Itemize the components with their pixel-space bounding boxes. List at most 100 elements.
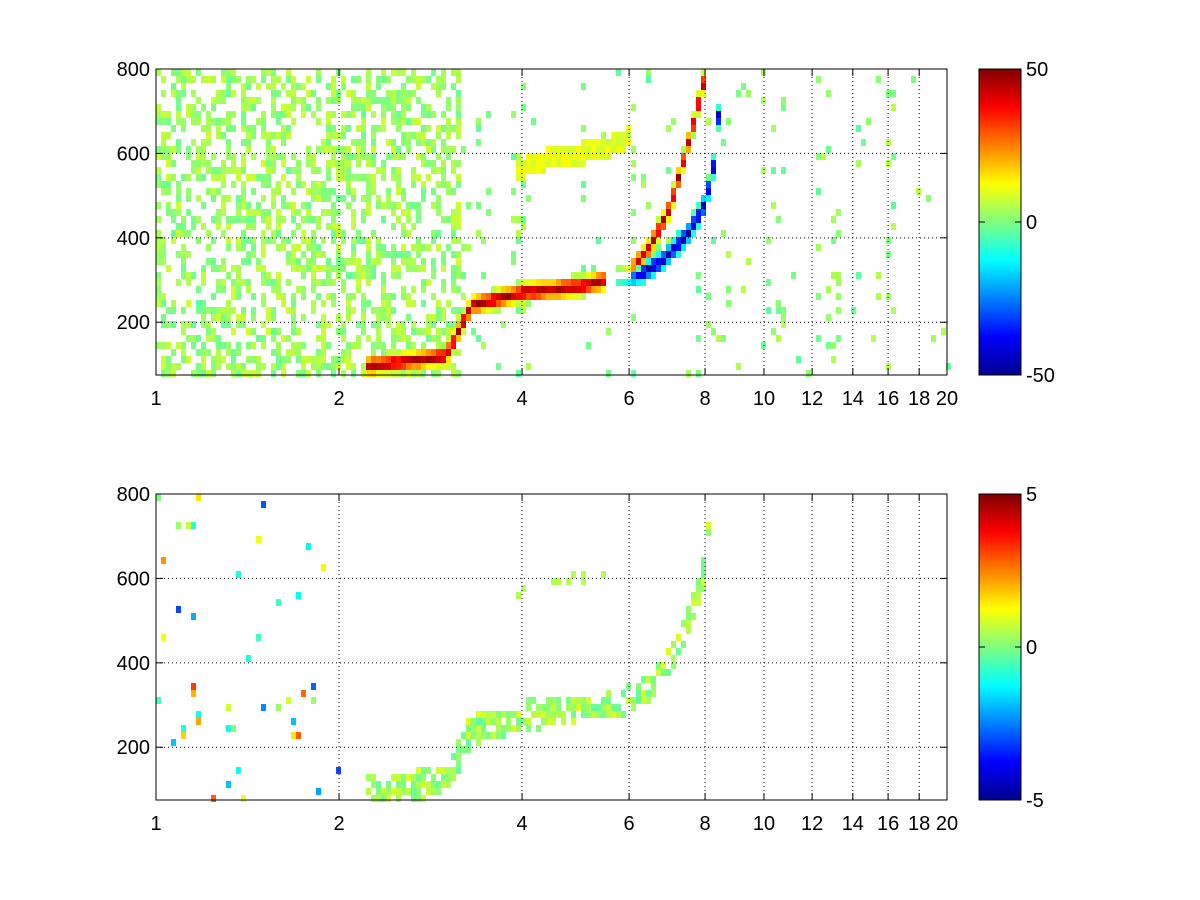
heatmap-cell (181, 725, 186, 732)
heatmap-cell (456, 237, 461, 244)
heatmap-cell (486, 209, 491, 216)
heatmap-cell (316, 321, 321, 328)
heatmap-cell (436, 125, 441, 132)
heatmap-cell (261, 251, 266, 258)
heatmap-cell (186, 522, 191, 529)
heatmap-cell (291, 251, 296, 258)
heatmap-cell (201, 279, 206, 286)
heatmap-cell (541, 718, 546, 725)
heatmap-cell (576, 153, 581, 160)
heatmap-cell (386, 188, 391, 195)
heatmap-cell (271, 167, 276, 174)
heatmap-cell (331, 279, 336, 286)
heatmap-cell (411, 132, 416, 139)
heatmap-cell (526, 160, 531, 167)
heatmap-cell (401, 356, 406, 363)
heatmap-cell (361, 132, 366, 139)
heatmap-cell (521, 174, 526, 181)
heatmap-cell (666, 167, 671, 174)
heatmap-cell (836, 335, 841, 342)
heatmap-cell (526, 286, 531, 293)
heatmap-cell (651, 230, 656, 237)
heatmap-cell (831, 356, 836, 363)
heatmap-cell (161, 90, 166, 97)
x-tick-label: 14 (842, 813, 864, 835)
heatmap-cell (276, 293, 281, 300)
heatmap-cell (406, 349, 411, 356)
heatmap-cell (446, 321, 451, 328)
heatmap-cell (171, 307, 176, 314)
heatmap-cell (461, 307, 466, 314)
heatmap-cell (771, 202, 776, 209)
heatmap-cell (391, 153, 396, 160)
heatmap-cell (401, 209, 406, 216)
heatmap-cell (226, 725, 231, 732)
heatmap-cell (181, 216, 186, 223)
heatmap-cell (401, 223, 406, 230)
heatmap-cell (291, 293, 296, 300)
heatmap-cell (326, 83, 331, 90)
heatmap-cell (356, 286, 361, 293)
heatmap-cell (231, 160, 236, 167)
heatmap-cell (591, 272, 596, 279)
heatmap-cell (206, 230, 211, 237)
heatmap-cell (676, 237, 681, 244)
heatmap-cell (226, 76, 231, 83)
heatmap-cell (406, 774, 411, 781)
heatmap-cell (511, 216, 516, 223)
heatmap-cell (441, 314, 446, 321)
heatmap-cell (721, 335, 726, 342)
heatmap-cell (391, 349, 396, 356)
heatmap-cell (261, 335, 266, 342)
heatmap-cell (696, 286, 701, 293)
heatmap-cell (616, 279, 621, 286)
heatmap-cell (686, 606, 691, 613)
heatmap-cell (376, 244, 381, 251)
heatmap-cell (211, 265, 216, 272)
heatmap-cell (771, 125, 776, 132)
heatmap-cell (396, 321, 401, 328)
heatmap-cell (171, 90, 176, 97)
heatmap-cell (626, 125, 631, 132)
heatmap-cell (401, 69, 406, 76)
heatmap-cell (386, 202, 391, 209)
heatmap-cell (236, 167, 241, 174)
heatmap-cell (511, 111, 516, 118)
heatmap-cell (631, 704, 636, 711)
heatmap-cell (251, 216, 256, 223)
heatmap-cell (271, 237, 276, 244)
heatmap-cell (191, 613, 196, 620)
heatmap-cell (576, 160, 581, 167)
heatmap-cell (521, 718, 526, 725)
heatmap-cell (436, 153, 441, 160)
heatmap-cell (406, 76, 411, 83)
heatmap-cell (496, 718, 501, 725)
heatmap-cell (216, 335, 221, 342)
heatmap-cell (221, 342, 226, 349)
x-tick-label: 2 (333, 813, 344, 835)
heatmap-cell (211, 76, 216, 83)
heatmap-cell (176, 139, 181, 146)
heatmap-cell (426, 349, 431, 356)
heatmap-cell (206, 188, 211, 195)
heatmap-cell (261, 174, 266, 181)
heatmap-cell (416, 356, 421, 363)
heatmap-cell (451, 753, 456, 760)
heatmap-cell (216, 90, 221, 97)
heatmap-cell (186, 104, 191, 111)
top-plot-frame (155, 68, 948, 376)
bottom-heatmap-cells (156, 494, 711, 802)
heatmap-cell (476, 732, 481, 739)
heatmap-cell (686, 223, 691, 230)
bottom-plot-background (156, 494, 947, 800)
heatmap-cell (401, 153, 406, 160)
heatmap-cell (231, 76, 236, 83)
heatmap-cell (211, 328, 216, 335)
heatmap-cell (386, 788, 391, 795)
heatmap-cell (586, 146, 591, 153)
heatmap-cell (541, 167, 546, 174)
heatmap-cell (521, 181, 526, 188)
heatmap-cell (301, 216, 306, 223)
heatmap-cell (426, 146, 431, 153)
heatmap-cell (316, 251, 321, 258)
